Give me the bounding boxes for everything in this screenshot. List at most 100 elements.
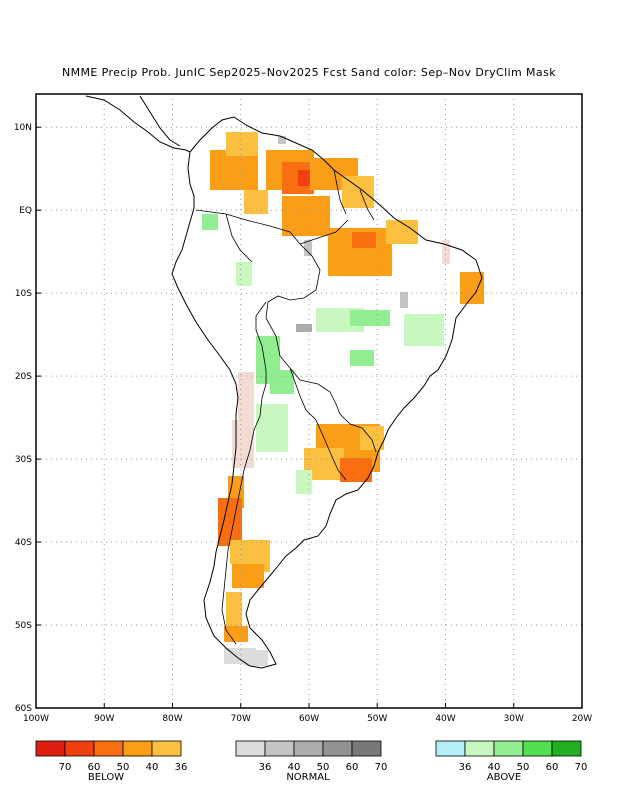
drymask-cell xyxy=(238,388,246,396)
below-cell xyxy=(336,268,344,276)
below-cell xyxy=(468,296,476,304)
above-cell xyxy=(272,360,280,368)
below-cell xyxy=(240,634,248,642)
above-cell xyxy=(264,376,272,384)
above-cell xyxy=(278,386,286,394)
above-cell xyxy=(316,308,324,316)
below-swatch xyxy=(122,740,153,757)
below-cell xyxy=(360,434,368,442)
below-cell xyxy=(314,228,322,236)
below-cell xyxy=(256,572,264,580)
below-cell xyxy=(298,220,306,228)
normal-cell xyxy=(252,650,260,658)
above-cell xyxy=(272,444,280,452)
below-cell xyxy=(314,220,322,228)
drymask-cell xyxy=(246,452,254,460)
map-title: NMME Precip Prob. JunIC Sep2025–Nov2025 … xyxy=(62,66,556,79)
below-cell xyxy=(234,600,242,608)
below-cell xyxy=(324,432,332,440)
below-cell xyxy=(234,166,242,174)
below-cell xyxy=(328,456,336,464)
normal-cell xyxy=(400,292,408,300)
below-cell xyxy=(314,212,322,220)
below-cell xyxy=(336,448,344,456)
above-cell xyxy=(350,318,358,326)
below-cell xyxy=(318,166,326,174)
above-cell xyxy=(202,222,210,230)
above-cell xyxy=(280,428,288,436)
below-cell xyxy=(234,174,242,182)
above-cell xyxy=(332,316,340,324)
below-cell xyxy=(246,548,254,556)
probability-cells xyxy=(202,132,484,666)
below-cell xyxy=(254,548,262,556)
below-cell xyxy=(342,192,350,200)
above-cell xyxy=(358,318,366,326)
below-cell xyxy=(360,268,368,276)
above-cell xyxy=(324,324,332,332)
below-cell xyxy=(348,474,356,482)
above-cell xyxy=(332,324,340,332)
below-cell xyxy=(226,600,234,608)
below-cell xyxy=(310,174,318,182)
below-cell xyxy=(368,268,376,276)
drymask-cell xyxy=(240,460,248,468)
below-cell xyxy=(368,252,376,260)
below-cell xyxy=(376,260,384,268)
below-cell xyxy=(336,252,344,260)
below-cell xyxy=(306,228,314,236)
above-tick: 60 xyxy=(546,762,559,773)
below-cell xyxy=(342,166,350,174)
below-cell xyxy=(312,464,320,472)
below-cell xyxy=(274,150,282,158)
below-cell xyxy=(238,556,246,564)
below-cell xyxy=(248,572,256,580)
below-cell xyxy=(326,166,334,174)
below-cell xyxy=(476,296,484,304)
drymask-cell xyxy=(246,412,254,420)
below-cell xyxy=(344,252,352,260)
below-cell xyxy=(282,196,290,204)
below-cell xyxy=(256,564,264,572)
below-cell xyxy=(266,182,274,190)
below-cell xyxy=(210,158,218,166)
drymask-cell xyxy=(246,428,254,436)
normal-swatch xyxy=(293,740,324,757)
below-cell xyxy=(210,182,218,190)
below-cell xyxy=(290,220,298,228)
normal-cell xyxy=(260,658,268,666)
below-cell xyxy=(356,458,364,466)
below-cell xyxy=(290,228,298,236)
below-cell xyxy=(322,228,330,236)
below-cell xyxy=(366,176,374,184)
below-cell xyxy=(334,174,342,182)
below-cell xyxy=(334,182,342,190)
below-cell xyxy=(318,158,326,166)
lon-tick-label: 70W xyxy=(231,714,251,724)
below-cell xyxy=(366,184,374,192)
above-cell xyxy=(350,350,358,358)
below-cell xyxy=(256,580,264,588)
below-cell xyxy=(290,170,298,178)
below-cell xyxy=(348,448,356,456)
below-cell xyxy=(232,564,240,572)
below-cell xyxy=(386,220,394,228)
below-cell xyxy=(476,272,484,280)
above-cell xyxy=(264,336,272,344)
below-cell xyxy=(242,174,250,182)
drymask-cell xyxy=(238,404,246,412)
below-tick: 70 xyxy=(59,762,72,773)
below-cell xyxy=(410,236,418,244)
lat-tick-label: 60S xyxy=(15,704,32,714)
below-cell xyxy=(218,498,226,506)
above-cell xyxy=(428,322,436,330)
above-label: ABOVE xyxy=(486,772,522,783)
below-cell xyxy=(218,158,226,166)
drymask-cell xyxy=(442,248,450,256)
below-cell xyxy=(460,288,468,296)
below-cell xyxy=(368,240,376,248)
below-cell xyxy=(358,184,366,192)
drymask-cell xyxy=(232,460,240,468)
normal-cell xyxy=(232,656,240,664)
below-cell xyxy=(328,244,336,252)
